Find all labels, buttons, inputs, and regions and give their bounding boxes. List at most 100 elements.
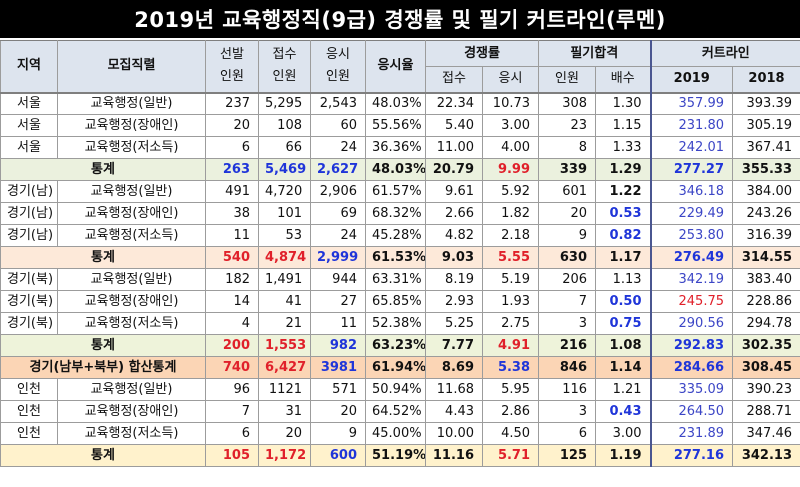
attend-rate-cell: 50.94% xyxy=(365,378,426,401)
written-pass-count-cell: 9 xyxy=(538,224,597,247)
competition-applied-cell: 8.69 xyxy=(425,356,483,379)
header-attended-line1: 응시 xyxy=(326,47,350,63)
position-cell: 교육행정(일반) xyxy=(57,378,206,401)
table-row: 경기(북) 교육행정(일반) 182 1,491 944 63.31% 8.19 5.19 20… xyxy=(0,268,800,291)
header-written-pass: 필기합격 xyxy=(538,40,652,67)
attend-rate-cell: 61.53% xyxy=(365,246,426,269)
subtotal-label: 통계 xyxy=(0,334,206,357)
competition-attended-cell: 3.00 xyxy=(481,114,540,137)
written-pass-ratio-cell: 1.17 xyxy=(595,246,652,269)
cutline-2018-cell: 314.55 xyxy=(732,246,800,269)
applied-cell: 5,469 xyxy=(258,158,311,181)
written-pass-count-cell: 3 xyxy=(538,400,597,423)
attend-rate-cell: 65.85% xyxy=(365,290,426,313)
attend-rate-cell: 45.00% xyxy=(365,422,426,445)
region-cell: 경기(북) xyxy=(0,290,58,313)
cutline-2019-cell: 231.80 xyxy=(649,114,734,137)
header-position: 모집직렬 xyxy=(57,40,206,93)
header-attended-line2: 인원 xyxy=(326,69,350,85)
written-pass-ratio-cell: 1.33 xyxy=(595,136,652,159)
competition-attended-cell: 2.75 xyxy=(481,312,540,335)
attended-cell: 9 xyxy=(310,422,366,445)
table-row: 인천 교육행정(저소득) 6 20 9 45.00% 10.00 4.50 6 3.00 231.8… xyxy=(0,422,800,445)
header-cutline-2018: 2018 xyxy=(732,66,800,93)
header-attend-rate: 응시율 xyxy=(365,40,426,93)
selected-cell: 182 xyxy=(205,268,259,291)
selected-cell: 263 xyxy=(205,158,259,181)
table-row: 인천 교육행정(장애인) 7 31 20 64.52% 4.43 2.86 3 0.43 264.5… xyxy=(0,400,800,423)
selected-cell: 11 xyxy=(205,224,259,247)
competition-attended-cell: 4.50 xyxy=(481,422,540,445)
combined-total-label: 경기(남부+북부) 합산통계 xyxy=(0,356,206,379)
position-cell: 교육행정(일반) xyxy=(57,268,206,291)
header-written-count: 인원 xyxy=(538,66,597,93)
attended-cell: 982 xyxy=(310,334,366,357)
region-cell: 인천 xyxy=(0,422,58,445)
header-row: 지역 모집직렬 선발 인원 접수 인원 응시 인원 응시율 경쟁률 필기합격 커… xyxy=(0,40,800,93)
header-applied-line1: 접수 xyxy=(272,47,297,63)
applied-cell: 1121 xyxy=(258,378,311,401)
region-cell: 서울 xyxy=(0,136,58,159)
written-pass-count-cell: 8 xyxy=(538,136,597,159)
cutline-2019-cell: 284.66 xyxy=(649,356,734,379)
written-pass-count-cell: 339 xyxy=(538,158,597,181)
written-pass-count-cell: 601 xyxy=(538,180,597,203)
written-pass-ratio-cell: 1.30 xyxy=(595,91,652,115)
table-row: 서울 교육행정(일반) 237 5,295 2,543 48.03% 22.34 10.73 3… xyxy=(0,91,800,115)
subtotal-row: 통계 105 1,172 600 51.19% 11.16 5.71 125 1.19 277.1… xyxy=(0,444,800,467)
applied-cell: 108 xyxy=(258,114,311,137)
cutline-2019-cell: 231.89 xyxy=(649,422,734,445)
competition-applied-cell: 7.77 xyxy=(425,334,483,357)
written-pass-count-cell: 3 xyxy=(538,312,597,335)
written-pass-ratio-cell: 1.15 xyxy=(595,114,652,137)
region-cell: 경기(북) xyxy=(0,268,58,291)
attend-rate-cell: 68.32% xyxy=(365,202,426,225)
written-pass-ratio-cell: 1.13 xyxy=(595,268,652,291)
header-region: 지역 xyxy=(0,40,58,93)
competition-applied-cell: 8.19 xyxy=(425,268,483,291)
written-pass-ratio-cell: 1.21 xyxy=(595,378,652,401)
attended-cell: 24 xyxy=(310,136,366,159)
written-pass-count-cell: 6 xyxy=(538,422,597,445)
position-cell: 교육행정(저소득) xyxy=(57,312,206,335)
selected-cell: 96 xyxy=(205,378,259,401)
competition-applied-cell: 2.93 xyxy=(425,290,483,313)
written-pass-ratio-cell: 1.08 xyxy=(595,334,652,357)
cutline-2019-cell: 242.01 xyxy=(649,136,734,159)
header-cutline: 커트라인 xyxy=(649,40,800,67)
competition-applied-cell: 10.00 xyxy=(425,422,483,445)
cutline-2018-cell: 305.19 xyxy=(732,114,800,137)
page-title: 2019년 교육행정직(9급) 경쟁률 및 필기 커트라인(루멘) xyxy=(0,0,800,40)
written-pass-ratio-cell: 0.43 xyxy=(595,400,652,423)
selected-cell: 491 xyxy=(205,180,259,203)
applied-cell: 101 xyxy=(258,202,311,225)
position-cell: 교육행정(일반) xyxy=(57,91,206,115)
attend-rate-cell: 63.23% xyxy=(365,334,426,357)
cutline-2019-cell: 264.50 xyxy=(649,400,734,423)
attended-cell: 60 xyxy=(310,114,366,137)
applied-cell: 5,295 xyxy=(258,91,311,115)
position-cell: 교육행정(장애인) xyxy=(57,290,206,313)
table-row: 경기(북) 교육행정(저소득) 4 21 11 52.38% 5.25 2.75 3 0.75 29… xyxy=(0,312,800,335)
written-pass-count-cell: 125 xyxy=(538,444,597,467)
table-header: 지역 모집직렬 선발 인원 접수 인원 응시 인원 응시율 경쟁률 필기합격 커… xyxy=(0,40,800,93)
header-cutline-2019: 2019 xyxy=(649,66,734,93)
cutline-2018-cell: 390.23 xyxy=(732,378,800,401)
written-pass-ratio-cell: 1.29 xyxy=(595,158,652,181)
written-pass-count-cell: 20 xyxy=(538,202,597,225)
region-cell: 서울 xyxy=(0,91,58,115)
header-selected: 선발 인원 xyxy=(205,40,259,93)
applied-cell: 4,720 xyxy=(258,180,311,203)
competition-attended-cell: 4.00 xyxy=(481,136,540,159)
cutline-2018-cell: 294.78 xyxy=(732,312,800,335)
cutline-2019-cell: 277.27 xyxy=(649,158,734,181)
region-cell: 경기(남) xyxy=(0,180,58,203)
header-written-ratio: 배수 xyxy=(595,66,652,93)
competition-attended-cell: 9.99 xyxy=(481,158,540,181)
subtotal-label: 통계 xyxy=(0,246,206,269)
table-row: 경기(남) 교육행정(장애인) 38 101 69 68.32% 2.66 1.82 20 0.5… xyxy=(0,202,800,225)
selected-cell: 38 xyxy=(205,202,259,225)
cutline-2018-cell: 393.39 xyxy=(732,91,800,115)
attend-rate-cell: 51.19% xyxy=(365,444,426,467)
attended-cell: 2,627 xyxy=(310,158,366,181)
